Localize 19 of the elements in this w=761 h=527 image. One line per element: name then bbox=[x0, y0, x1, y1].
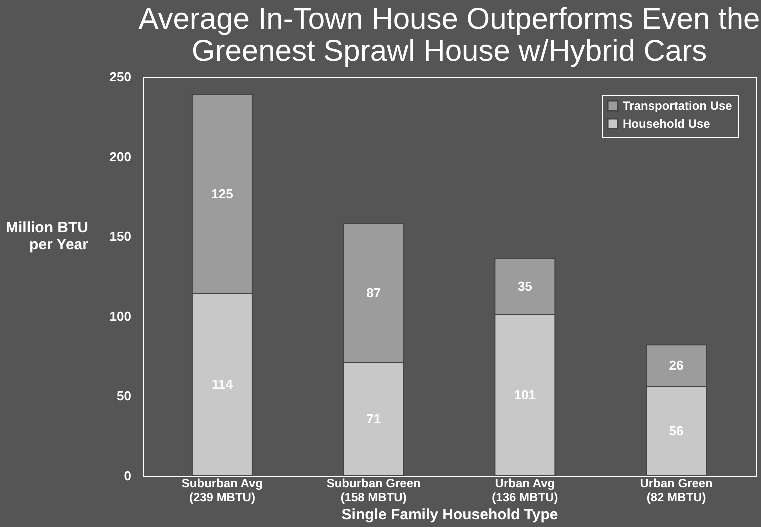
data-label: 35 bbox=[518, 278, 532, 294]
y-tick-label: 250 bbox=[110, 70, 132, 84]
legend-label: Household Use bbox=[623, 117, 711, 131]
x-tick-label: Urban Green (82 MBTU) bbox=[640, 476, 713, 504]
y-tick-label: 150 bbox=[110, 229, 132, 244]
x-tick-label: Urban Avg (136 MBTU) bbox=[492, 476, 558, 504]
x-axis-title: Single Family Household Type bbox=[342, 506, 558, 524]
y-tick-label: 100 bbox=[110, 308, 132, 324]
legend-label: Transportation Use bbox=[623, 99, 733, 113]
x-tick-label: Suburban Avg (239 MBTU) bbox=[182, 476, 264, 504]
y-tick-label: 0 bbox=[124, 468, 132, 484]
data-label: 87 bbox=[366, 285, 382, 300]
y-axis-title: Million BTU per Year bbox=[6, 220, 89, 254]
chart-title: Average In-Town House Outperforms Even the Greenest Sprawl House w/Hybrid Cars bbox=[138, 3, 760, 68]
y-tick-label: 50 bbox=[117, 388, 132, 404]
y-tick-label: 200 bbox=[110, 149, 132, 164]
x-tick-label: Suburban Green (158 MBTU) bbox=[326, 476, 421, 504]
data-label: 26 bbox=[669, 358, 684, 373]
data-label: 125 bbox=[212, 186, 234, 202]
